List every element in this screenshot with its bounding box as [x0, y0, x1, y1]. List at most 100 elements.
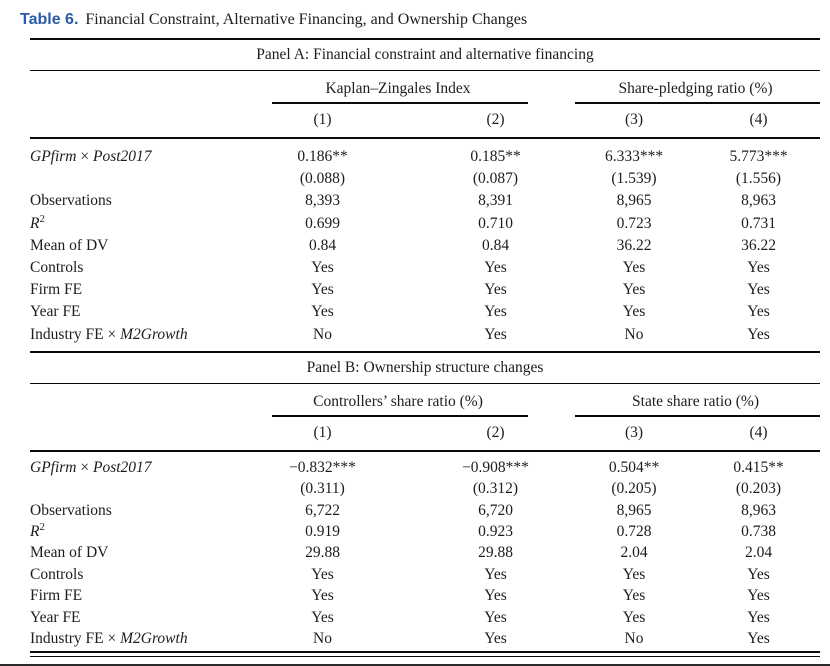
row-label: GPfirm × Post2017 — [30, 146, 225, 168]
row-label-segment: Industry FE × — [30, 630, 121, 648]
row-label-segment: GPfirm — [30, 148, 77, 165]
row-label-segment: 2 — [39, 520, 45, 533]
row-label — [30, 478, 225, 499]
row-label-segment: GPfirm — [30, 458, 77, 476]
label-column-spacer — [30, 71, 225, 104]
column-group: Kaplan–Zingales Index — [225, 71, 571, 104]
cell-value: Yes — [747, 565, 770, 583]
table-row: Industry FE × M2Growth No Yes No Yes — [30, 628, 820, 649]
cell-value: (0.311) — [300, 480, 345, 498]
column-group-row: Kaplan–Zingales Index Share-pledging rati… — [30, 71, 820, 104]
column-number: (2) — [486, 423, 505, 441]
cell-value: 6,722 — [305, 501, 340, 519]
table-row: Observations 6,722 6,720 8,965 8,963 — [30, 500, 820, 521]
row-label-segment: Year FE — [30, 608, 81, 626]
panel-heading: Panel A: Financial constraint and altern… — [256, 46, 594, 63]
cell-value: 8,965 — [616, 192, 652, 210]
cell-value: 0.723 — [616, 214, 652, 232]
panel-heading: Panel B: Ownership structure changes — [306, 358, 544, 376]
column-number-row: (1) (2) (3) (4) — [30, 104, 820, 137]
rule-thick — [30, 350, 820, 353]
column-number: (4) — [749, 111, 768, 128]
column-group: Controllers’ share ratio (%) — [225, 384, 571, 417]
row-label-segment: Industry FE × — [30, 325, 121, 343]
cell-value: 0.923 — [478, 523, 513, 541]
row-label: Year FE — [30, 607, 225, 628]
cell-value: Yes — [311, 608, 334, 626]
cell-value: Yes — [622, 608, 646, 626]
rule-thin — [30, 70, 820, 71]
column-group-row: Controllers’ share ratio (%) State share … — [30, 384, 821, 417]
cell-value: Yes — [484, 565, 507, 583]
cell-value: 0.919 — [305, 523, 340, 541]
row-label: Controls — [30, 257, 225, 279]
row-label: Mean of DV — [30, 542, 225, 563]
table-row: Year FE Yes Yes Yes Yes — [30, 607, 820, 628]
row-label — [30, 168, 225, 190]
rule-double — [30, 651, 820, 658]
cell-value: Yes — [622, 587, 646, 605]
table-row: (0.311) (0.312) (0.205) (0.203) — [30, 478, 820, 499]
cell-value: 0.84 — [481, 236, 510, 254]
cell-value: Yes — [311, 565, 334, 583]
cell-value: 0.710 — [478, 214, 513, 232]
row-label: Controls — [30, 564, 225, 585]
table-title: Table 6. Financial Constraint, Alternativ… — [0, 0, 830, 38]
cell-value: Yes — [484, 630, 507, 648]
cell-value: 0.186** — [297, 148, 348, 165]
column-group-label: State share ratio (%) — [632, 392, 759, 410]
cell-value: 0.415** — [733, 458, 784, 476]
row-label-segment: Firm FE — [30, 587, 83, 605]
cell-value: 0.504** — [608, 458, 660, 476]
cell-value: 0.84 — [308, 236, 337, 254]
column-number: (3) — [624, 111, 644, 128]
row-label: Observations — [30, 190, 225, 212]
column-group-label: Kaplan–Zingales Index — [325, 80, 471, 97]
panel-body-table: GPfirm × Post2017 0.186** 0.185** 6.333*** 5… — [30, 146, 820, 346]
table-row: Firm FE Yes Yes Yes Yes — [30, 585, 820, 606]
cell-value: Yes — [747, 259, 770, 277]
column-group: Share-pledging ratio (%) — [571, 71, 820, 104]
row-label-segment: Mean of DV — [30, 544, 109, 562]
cell-value: 0.728 — [616, 523, 652, 541]
row-label: Firm FE — [30, 585, 225, 606]
row-label: Firm FE — [30, 279, 225, 301]
rule-thick — [30, 38, 820, 40]
table-row: Mean of DV 29.88 29.88 2.04 2.04 — [30, 542, 820, 563]
row-label-segment: Post2017 — [93, 148, 152, 165]
label-column-spacer — [30, 384, 225, 417]
cell-value: 29.88 — [478, 544, 513, 562]
column-group-underline — [272, 414, 529, 417]
cell-value: (0.087) — [472, 170, 519, 188]
column-number: (2) — [486, 111, 505, 128]
column-header-table: Kaplan–Zingales Index Share-pledging rati… — [30, 71, 820, 137]
row-label-segment: Year FE — [30, 303, 81, 321]
cell-value: 6,720 — [478, 501, 513, 519]
rule-thick — [30, 449, 820, 452]
row-label: R2 — [30, 213, 225, 235]
column-number: (1) — [313, 111, 332, 128]
table-row: Observations 8,393 8,391 8,965 8,963 — [30, 190, 820, 212]
table-row: Mean of DV 0.84 0.84 36.22 36.22 — [30, 235, 820, 257]
cell-value: Yes — [622, 565, 646, 583]
column-group: State share ratio (%) — [571, 384, 821, 417]
cell-value: No — [313, 630, 332, 648]
cell-value: Yes — [747, 587, 770, 605]
row-label-segment: M2Growth — [120, 325, 188, 343]
cell-value: Yes — [484, 303, 507, 321]
cell-value: 0.731 — [741, 214, 776, 232]
row-label: Industry FE × M2Growth — [30, 628, 225, 649]
cell-value: Yes — [311, 281, 334, 299]
cell-value: Yes — [622, 281, 646, 299]
cell-value: Yes — [622, 259, 646, 277]
cell-value: 8,391 — [478, 192, 513, 210]
cell-value: (0.088) — [299, 170, 346, 188]
cell-value: (0.203) — [735, 480, 782, 498]
cell-value: −0.908*** — [462, 458, 529, 476]
table-row: Controls Yes Yes Yes Yes — [30, 257, 820, 279]
cell-value: 8,963 — [741, 192, 776, 210]
regression-table: Panel A: Financial constraint and altern… — [30, 38, 821, 658]
cell-value: Yes — [747, 281, 770, 299]
cell-value: 2.04 — [744, 544, 773, 562]
cell-value: 8,965 — [616, 501, 652, 519]
